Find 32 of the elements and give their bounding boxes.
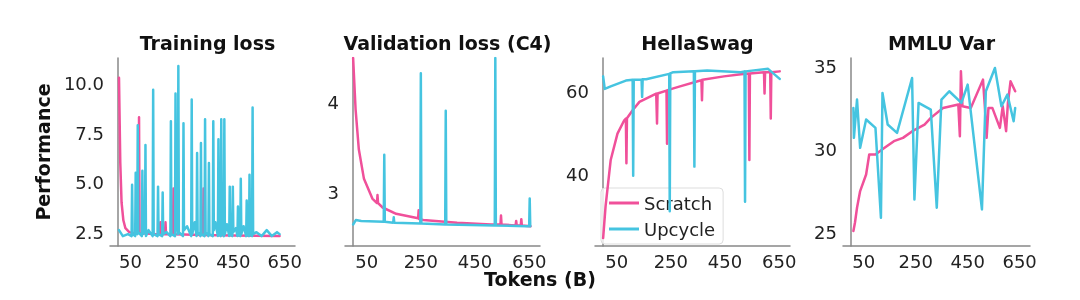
- x-tick-label: 450: [216, 250, 251, 272]
- legend-label: Upcycle: [644, 218, 716, 240]
- x-tick-label: 250: [898, 250, 933, 272]
- y-axis-title: Performance: [31, 83, 54, 221]
- x-tick-label: 250: [164, 250, 200, 272]
- x-tick-label: 50: [119, 250, 143, 272]
- y-tick-label: 3: [327, 181, 339, 203]
- x-tick-label: 50: [852, 250, 876, 272]
- line-series: [601, 67, 781, 213]
- y-tick-label: 2.5: [75, 221, 104, 243]
- y-tick-label: 10.0: [63, 73, 104, 95]
- x-tick-label: 650: [1002, 250, 1037, 272]
- x-tick-label: 450: [950, 250, 985, 272]
- y-tick-label: 25: [814, 222, 837, 244]
- y-tick-label: 35: [814, 55, 837, 77]
- x-tick-label: 250: [403, 250, 439, 272]
- x-tick-label: 250: [653, 250, 689, 272]
- y-tick-label: 4: [327, 92, 339, 114]
- x-tick-label: 450: [707, 250, 743, 272]
- y-tick-label: 60: [566, 80, 589, 102]
- y-tick-label: 7.5: [75, 122, 104, 144]
- y-tick-label: 5.0: [75, 172, 104, 194]
- chart-title: Validation loss (C4): [343, 31, 552, 54]
- chart-title: HellaSwag: [641, 31, 754, 54]
- x-tick-label: 650: [267, 250, 302, 272]
- chart-title: MMLU Var: [887, 31, 996, 54]
- chart-title: Training loss: [139, 31, 276, 54]
- y-tick-label: 40: [566, 164, 589, 186]
- x-tick-label: 650: [761, 250, 797, 272]
- y-tick-label: 30: [814, 139, 837, 160]
- x-tick-label: 50: [605, 250, 629, 272]
- x-tick-label: 50: [355, 250, 379, 272]
